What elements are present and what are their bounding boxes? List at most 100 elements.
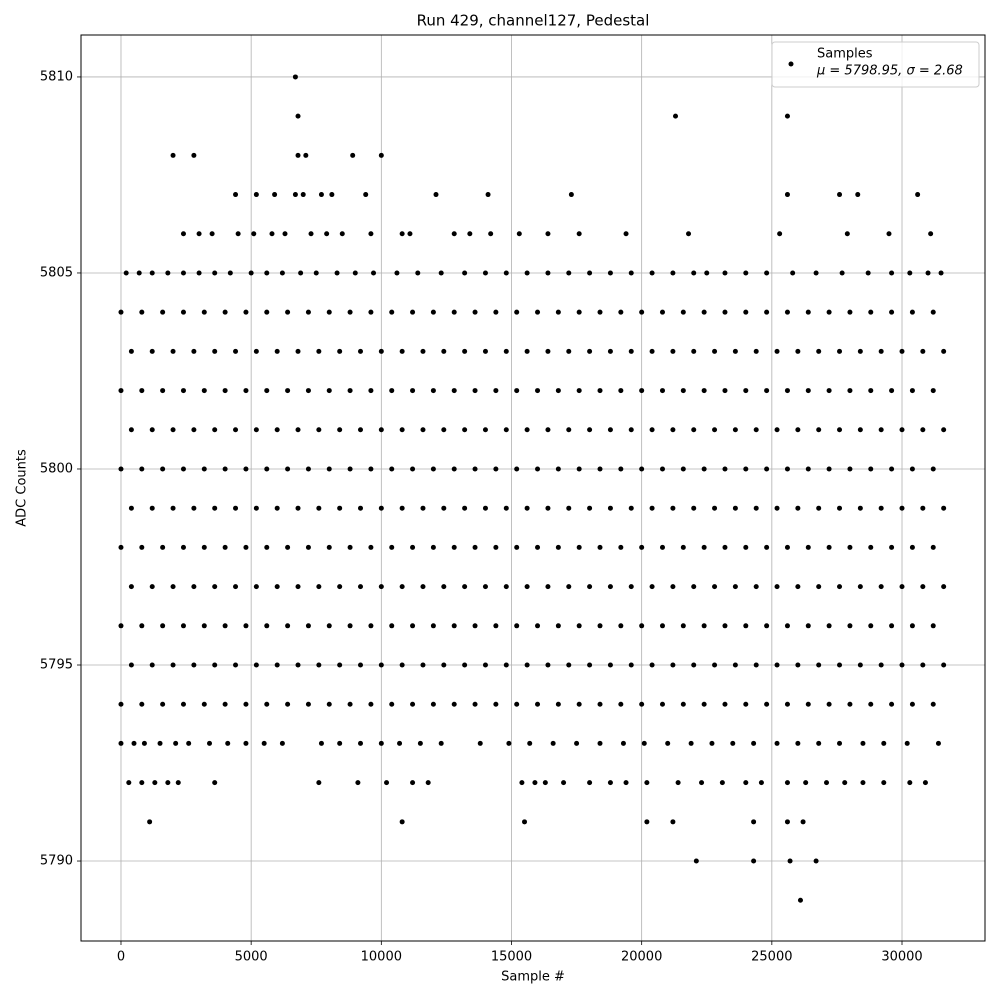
point [389, 701, 395, 707]
point [326, 623, 332, 629]
point [730, 740, 736, 746]
point [535, 309, 541, 315]
point [805, 544, 811, 550]
point [774, 740, 780, 746]
point [441, 584, 447, 590]
point [920, 505, 926, 511]
point [472, 309, 478, 315]
point [493, 309, 499, 315]
point [157, 740, 163, 746]
point [118, 544, 124, 550]
point [493, 388, 499, 394]
point [545, 505, 551, 511]
point [357, 662, 363, 668]
point [784, 780, 790, 786]
point [264, 270, 270, 276]
point [378, 740, 384, 746]
point [868, 388, 874, 394]
x-tick-label: 30000 [881, 950, 922, 965]
point [907, 780, 913, 786]
point [909, 309, 915, 315]
point [451, 544, 457, 550]
point [659, 544, 665, 550]
point [889, 270, 895, 276]
point [378, 427, 384, 433]
point [170, 427, 176, 433]
point [753, 584, 759, 590]
point [222, 388, 228, 394]
point [389, 623, 395, 629]
chart-title: Run 429, channel127, Pedestal [417, 12, 650, 30]
point [477, 740, 483, 746]
point [670, 584, 676, 590]
point [118, 309, 124, 315]
point [628, 505, 634, 511]
point [639, 388, 645, 394]
point [118, 466, 124, 472]
point [305, 466, 311, 472]
point [784, 466, 790, 472]
point [680, 309, 686, 315]
point [837, 505, 843, 511]
point [399, 505, 405, 511]
point [264, 466, 270, 472]
point [201, 623, 207, 629]
point [378, 505, 384, 511]
point [282, 231, 288, 237]
point [441, 662, 447, 668]
point [805, 623, 811, 629]
point [639, 701, 645, 707]
point [180, 466, 186, 472]
point [758, 780, 764, 786]
point [170, 348, 176, 354]
point [691, 662, 697, 668]
point [837, 192, 843, 198]
point [196, 270, 202, 276]
point [555, 623, 561, 629]
point [482, 662, 488, 668]
point [826, 466, 832, 472]
point [264, 701, 270, 707]
point [712, 584, 718, 590]
point [253, 662, 259, 668]
point [126, 780, 132, 786]
point [305, 309, 311, 315]
point [389, 388, 395, 394]
point [649, 584, 655, 590]
point [784, 623, 790, 629]
point [868, 466, 874, 472]
point [587, 348, 593, 354]
point [587, 270, 593, 276]
point [506, 740, 512, 746]
point [709, 740, 715, 746]
point [837, 348, 843, 354]
point [576, 231, 582, 237]
point [935, 740, 941, 746]
point [326, 701, 332, 707]
point [670, 270, 676, 276]
point [451, 623, 457, 629]
point [357, 427, 363, 433]
point [803, 780, 809, 786]
y-tick-label: 5790 [40, 854, 73, 869]
point [732, 348, 738, 354]
point [889, 309, 895, 315]
point [248, 270, 254, 276]
point [722, 701, 728, 707]
point [795, 662, 801, 668]
point [561, 780, 567, 786]
point [243, 740, 249, 746]
point [347, 309, 353, 315]
point [118, 623, 124, 629]
point [878, 348, 884, 354]
point [279, 740, 285, 746]
point [532, 780, 538, 786]
point [462, 270, 468, 276]
point [295, 662, 301, 668]
legend-label: Samples [817, 47, 873, 62]
point [844, 231, 850, 237]
point [597, 544, 603, 550]
point [170, 662, 176, 668]
point [519, 780, 525, 786]
point [357, 505, 363, 511]
